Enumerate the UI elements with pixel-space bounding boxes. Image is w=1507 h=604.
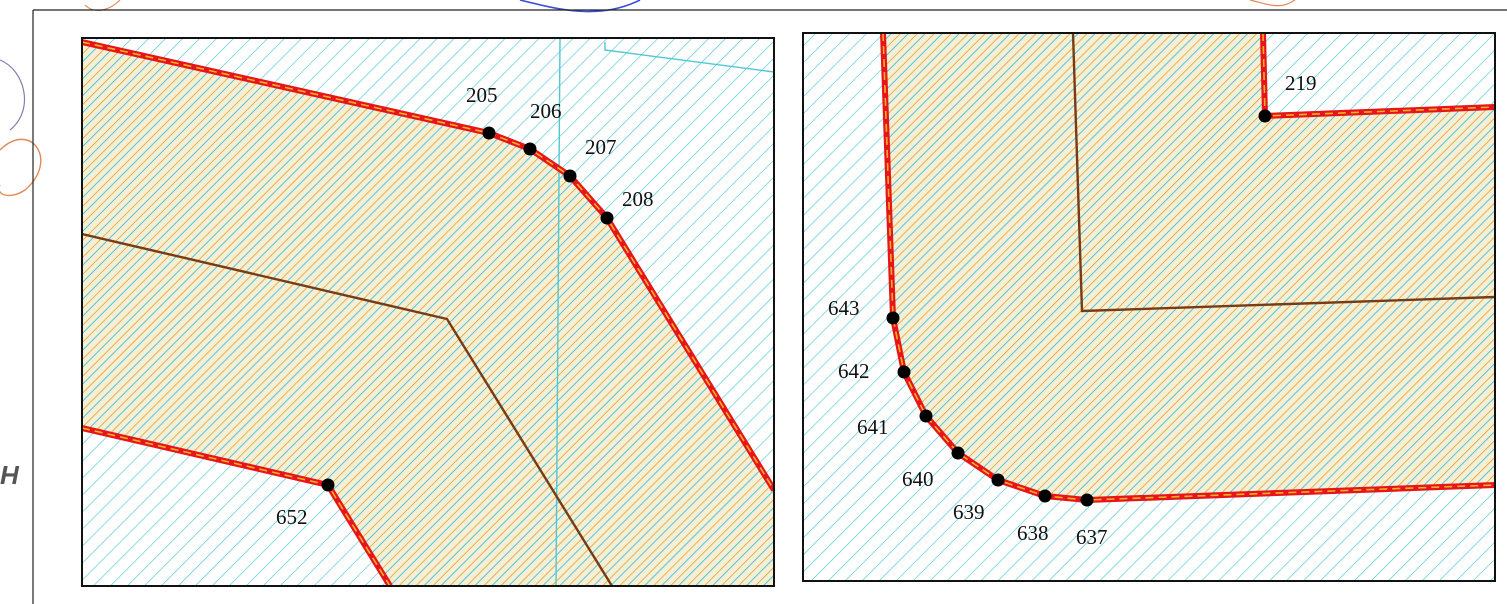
survey-point-marker — [919, 409, 933, 423]
survey-point-marker — [1080, 493, 1094, 507]
inner-parcel-line — [82, 232, 614, 586]
survey-point-label: 637 — [1076, 525, 1108, 549]
survey-point-label: 639 — [953, 500, 985, 524]
contour-line — [0, 59, 25, 131]
survey-point-641: 641 — [857, 409, 933, 439]
survey-point-marker — [991, 473, 1005, 487]
survey-point-label: 219 — [1285, 71, 1317, 95]
contour-line — [519, 0, 641, 13]
survey-point-label: 642 — [838, 359, 870, 383]
contour-line — [84, 0, 121, 12]
left-map-panel: 205 206 207 208 652 — [81, 37, 775, 587]
survey-point-639: 639 — [953, 473, 1005, 524]
survey-point-marker — [897, 365, 911, 379]
survey-point-643: 643 — [828, 296, 900, 325]
survey-point-640: 640 — [902, 446, 965, 491]
survey-point-207: 207 — [563, 135, 617, 183]
survey-point-label: 208 — [622, 187, 654, 211]
survey-point-205: 205 — [466, 83, 498, 140]
survey-point-label: 641 — [857, 415, 889, 439]
right-map-panel: 219 643 642 641 640 639 638 637 — [802, 32, 1496, 582]
survey-point-marker — [321, 478, 335, 492]
survey-point-219: 219 — [1258, 71, 1317, 123]
survey-point-marker — [600, 211, 614, 225]
survey-point-206: 206 — [523, 99, 562, 156]
contour-line — [1249, 0, 1296, 7]
survey-point-marker — [482, 126, 496, 140]
contour-line — [0, 138, 42, 197]
survey-point-marker — [886, 311, 900, 325]
right-panel-frame — [802, 32, 1496, 582]
survey-point-652: 652 — [276, 478, 335, 529]
cadastral-line — [604, 42, 774, 73]
survey-point-label: 207 — [585, 135, 617, 159]
survey-point-label: 652 — [276, 505, 308, 529]
survey-point-marker — [951, 446, 965, 460]
survey-point-label: 638 — [1017, 521, 1049, 545]
survey-point-label: 643 — [828, 296, 860, 320]
survey-point-label: 205 — [466, 83, 498, 107]
left-panel-frame — [81, 37, 775, 587]
background-label: H — [0, 460, 20, 490]
survey-point-638: 638 — [1017, 489, 1052, 545]
survey-point-637: 637 — [1076, 493, 1108, 549]
survey-point-marker — [1038, 489, 1052, 503]
survey-point-marker — [1258, 109, 1272, 123]
survey-point-marker — [563, 169, 577, 183]
inner-parcel-line — [1071, 33, 1495, 313]
survey-point-642: 642 — [838, 359, 911, 383]
survey-point-label: 206 — [530, 99, 562, 123]
survey-point-marker — [523, 142, 537, 156]
survey-point-label: 640 — [902, 467, 934, 491]
survey-point-208: 208 — [600, 187, 654, 225]
